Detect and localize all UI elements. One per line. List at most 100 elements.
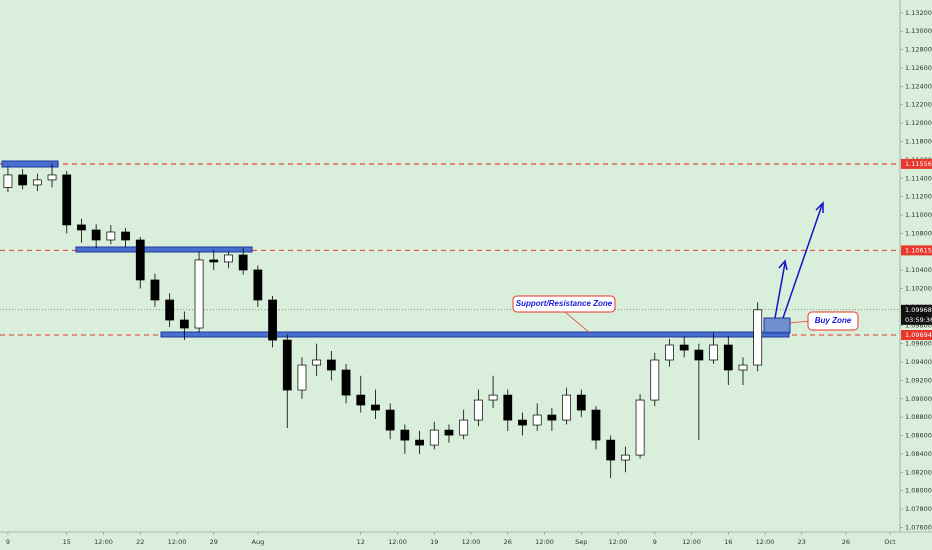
y-tick-label: 1.10800 xyxy=(905,229,932,237)
candle-body xyxy=(106,231,116,241)
candle-body xyxy=(179,319,189,329)
annotation: Buy Zone xyxy=(815,316,852,325)
candle-body xyxy=(709,344,718,361)
x-tick-label: 12:00 xyxy=(756,538,775,546)
y-tick-label: 1.12600 xyxy=(905,64,932,72)
x-tick-label: 12:00 xyxy=(682,538,701,546)
candle-body xyxy=(547,414,557,421)
candle-body xyxy=(620,454,630,461)
y-tick-label: 1.08400 xyxy=(905,450,932,458)
zones xyxy=(1,160,790,338)
callout-pointer xyxy=(789,320,811,324)
x-tick-label: 29 xyxy=(210,538,218,546)
x-tick-label: 15 xyxy=(63,538,71,546)
y-tick-label: 1.10400 xyxy=(905,266,932,274)
arrow-head xyxy=(778,259,788,271)
y-tick-label: 1.12800 xyxy=(905,46,932,54)
y-tick-label: 1.07800 xyxy=(905,505,932,513)
callout-box xyxy=(807,311,859,331)
candle-body xyxy=(473,399,483,421)
candle-body xyxy=(135,239,145,281)
candle-body xyxy=(459,419,469,436)
candle-body xyxy=(738,364,748,371)
x-tick-label: 12:00 xyxy=(535,538,554,546)
y-tick-label: 1.11000 xyxy=(905,211,932,219)
candle-body xyxy=(679,344,689,351)
x-tick-label: 16 xyxy=(724,538,732,546)
candle-body xyxy=(635,399,645,456)
candle-body xyxy=(591,409,601,441)
x-tick-label: 19 xyxy=(430,538,438,546)
candle-body xyxy=(488,394,498,401)
last-price-label: 1.09968 xyxy=(905,306,932,314)
y-tick-label: 1.11800 xyxy=(905,137,932,145)
y-tick-label: 1.09200 xyxy=(905,376,932,384)
level-price-tag xyxy=(901,158,932,169)
callout-pointer xyxy=(564,311,591,334)
candle-body xyxy=(18,174,28,186)
y-tick-label: 1.08800 xyxy=(905,413,932,421)
candle-body xyxy=(312,359,322,366)
y-tick-label: 1.09800 xyxy=(905,321,932,329)
y-tick-label: 1.13200 xyxy=(905,9,932,17)
candle-body xyxy=(356,394,366,406)
candle-body xyxy=(444,429,454,436)
candle-body xyxy=(606,439,616,461)
buy-zone-box xyxy=(763,317,791,334)
x-tick-label: 9 xyxy=(653,538,657,546)
x-tick-label: 26 xyxy=(842,538,850,546)
callout-box xyxy=(512,295,616,313)
x-tick-label: 12:00 xyxy=(609,538,628,546)
candle-body xyxy=(165,299,175,321)
candle-body xyxy=(562,394,571,421)
candle-body xyxy=(62,174,72,226)
candle-body xyxy=(532,414,542,426)
candle-body xyxy=(32,179,42,186)
candle-body xyxy=(91,229,101,241)
candle-body xyxy=(650,359,660,401)
y-tick-label: 1.13000 xyxy=(905,27,932,35)
candle-body xyxy=(77,224,86,231)
last-price-tag xyxy=(901,304,932,325)
candle-body xyxy=(3,174,13,188)
zone xyxy=(160,331,790,338)
candle-body xyxy=(576,394,586,411)
x-tick-label: 12 xyxy=(357,538,365,546)
candle-body xyxy=(341,369,351,396)
x-tick-label: 12:00 xyxy=(168,538,187,546)
candle-body xyxy=(47,174,57,181)
candle-body xyxy=(326,359,336,371)
level-price-tag xyxy=(901,245,932,256)
drawings: Support/Resistance Zone Buy Zone xyxy=(512,201,859,334)
x-tick-label: 12:00 xyxy=(388,538,407,546)
candle-body xyxy=(224,254,233,263)
level-price-tag xyxy=(901,330,932,341)
countdown: 03:59:36 xyxy=(905,316,932,324)
candle-body xyxy=(694,349,704,361)
zone xyxy=(75,246,253,253)
candle-body xyxy=(194,259,204,329)
y-tick-label: 1.09000 xyxy=(905,395,932,403)
candle-body xyxy=(753,309,763,366)
level-price-label: 1.11556 xyxy=(905,160,932,168)
candle-body xyxy=(209,259,219,263)
level-price-label: 1.09694 xyxy=(905,331,932,339)
x-tick-label: Aug xyxy=(252,538,265,546)
annotation: Support/Resistance Zone xyxy=(516,299,613,308)
y-tick-label: 1.10200 xyxy=(905,285,932,293)
x-tick-label: 26 xyxy=(504,538,512,546)
x-tick-label: 9 xyxy=(6,538,10,546)
x-tick-label: 12:00 xyxy=(462,538,481,546)
candle-body xyxy=(371,404,380,411)
candle-body xyxy=(150,279,160,301)
candle-body xyxy=(518,419,527,426)
y-tick-label: 1.08600 xyxy=(905,432,932,440)
x-tick-label: Sep xyxy=(575,538,587,546)
candle-body xyxy=(297,364,307,391)
x-tick-label: Oct xyxy=(884,538,896,546)
candle-body xyxy=(415,439,424,446)
y-tick-label: 1.11400 xyxy=(905,174,932,182)
y-tick-label: 1.12000 xyxy=(905,119,932,127)
